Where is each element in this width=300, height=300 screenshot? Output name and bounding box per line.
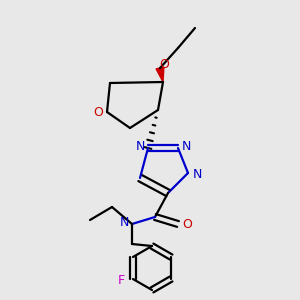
Text: F: F [117,274,124,287]
Polygon shape [156,67,164,82]
Text: N: N [192,167,202,181]
Text: N: N [119,217,129,230]
Text: N: N [135,140,145,152]
Text: O: O [93,106,103,118]
Text: N: N [181,140,191,152]
Text: O: O [182,218,192,230]
Text: O: O [159,58,169,70]
